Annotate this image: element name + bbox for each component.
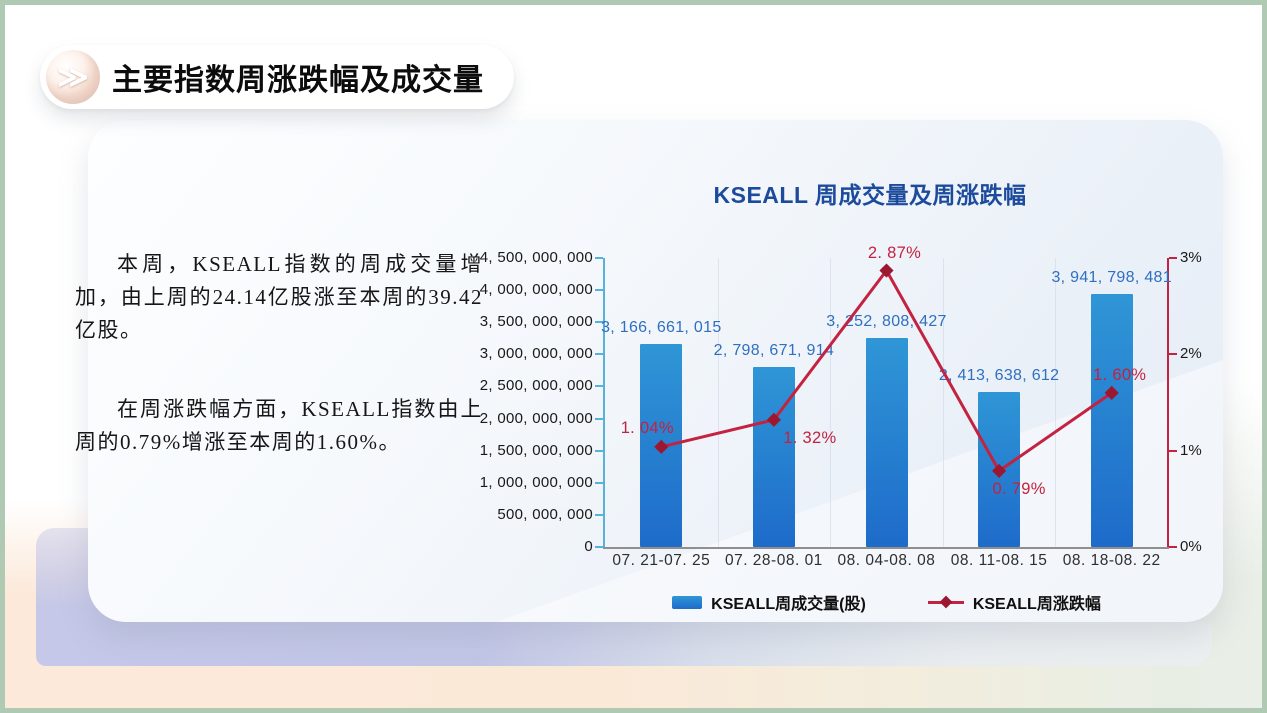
- x-axis-category-label: 07. 21-07. 25: [612, 552, 711, 569]
- summary-paragraph-change: 在周涨跌幅方面，KSEALL指数由上周的0.79%增涨至本周的1.60%。: [75, 397, 483, 454]
- content-panel: [88, 120, 1223, 622]
- legend-item-change: KSEALL周涨跌幅: [927, 590, 1101, 614]
- line-value-label: 1. 60%: [1093, 365, 1147, 384]
- right-axis-tick-label: 0%: [1180, 538, 1202, 555]
- summary-paragraph-volume: 本周，KSEALL指数的周成交量增加，由上周的24.14亿股涨至本周的39.42…: [75, 252, 483, 342]
- line-value-label: 2. 87%: [867, 243, 922, 262]
- double-chevron-right-icon: ≫: [46, 50, 100, 104]
- legend-item-volume: KSEALL周成交量(股): [672, 590, 866, 614]
- chart-title: KSEALL 周成交量及周涨跌幅: [713, 182, 1027, 208]
- line-value-label: 1. 04%: [620, 418, 674, 437]
- left-axis-tick-label: 2, 500, 000, 000: [479, 377, 593, 395]
- right-axis-line: [1167, 258, 1169, 549]
- diamond-marker: [654, 439, 669, 454]
- legend-diamond-marker: [939, 595, 953, 609]
- right-axis-tick: [1169, 257, 1177, 259]
- left-axis-tick-label: 4, 500, 000, 000: [479, 249, 593, 266]
- left-axis-tick-label: 3, 000, 000, 000: [479, 345, 593, 363]
- line-path: [660, 267, 1113, 474]
- peach-band-decoration: [5, 666, 1262, 708]
- left-axis-tick: [595, 481, 603, 484]
- left-axis-line: [603, 258, 605, 549]
- diamond-marker: [766, 412, 781, 427]
- volume-bar: [1090, 293, 1133, 547]
- left-axis-tick-label: 4, 000, 000, 000: [479, 281, 593, 299]
- slide-header: ≫ 主要指数周涨跌幅及成交量: [40, 45, 514, 109]
- change-line-series: [654, 263, 1119, 478]
- line-value-label: 0. 79%: [992, 479, 1046, 498]
- x-axis-category-label: 08. 18-08. 22: [1062, 552, 1161, 569]
- left-axis-tick: [595, 449, 603, 452]
- right-axis-tick: [1169, 449, 1177, 452]
- right-axis-tick: [1169, 353, 1177, 356]
- legend-bar-label: KSEALL周成交量(股): [711, 596, 866, 613]
- left-axis-tick-label: 2, 000, 000, 000: [479, 409, 593, 427]
- left-axis-tick-label: 3, 500, 000, 000: [479, 313, 593, 331]
- bar-value-label: 3, 941, 798, 481: [1051, 268, 1172, 286]
- left-axis-tick-label: 0: [584, 538, 593, 555]
- grid-line-vertical: [717, 258, 719, 547]
- bar-value-label: 2, 413, 638, 612: [938, 367, 1060, 384]
- legend-bar-swatch: [672, 595, 703, 609]
- lavender-band-decoration: [36, 622, 1212, 666]
- left-axis-tick: [595, 257, 603, 259]
- x-axis-labels: 07. 21-07. 25 07. 28-08. 01 08. 04-08. 08 0…: [605, 552, 1168, 570]
- x-axis-category-label: 08. 11-08. 15: [950, 552, 1048, 569]
- volume-bar: [752, 367, 795, 547]
- left-axis-tick-label: 1, 000, 000, 000: [479, 473, 593, 491]
- right-axis-tick-label: 2%: [1180, 345, 1202, 363]
- left-axis-tick-label: 500, 000, 000: [497, 505, 593, 523]
- left-axis-tick: [595, 417, 603, 420]
- bar-value-label: 3, 166, 661, 015: [601, 318, 722, 336]
- line-value-label: 1. 32%: [783, 428, 837, 447]
- grid-line-vertical: [942, 258, 944, 547]
- left-axis-tick: [595, 321, 603, 324]
- diamond-marker: [992, 463, 1007, 478]
- x-axis-category-label: 07. 28-08. 01: [724, 552, 823, 569]
- page-title: 主要指数周涨跌幅及成交量: [112, 64, 484, 97]
- x-axis-category-label: 08. 04-08. 08: [837, 552, 936, 569]
- left-axis-tick: [595, 289, 603, 292]
- plot-area: 0 500, 000, 000 1, 000, 000, 000 1, 500, 00…: [480, 244, 1202, 556]
- bar-value-label: 2, 798, 671, 914: [713, 342, 835, 360]
- legend-line-label: KSEALL周涨跌幅: [972, 596, 1101, 613]
- chart-legend: KSEALL周成交量(股) KSEALL周涨跌幅: [605, 590, 1168, 614]
- left-axis-tick: [595, 546, 603, 548]
- right-axis-tick-label: 1%: [1180, 441, 1202, 459]
- left-axis-tick-label: 1, 500, 000, 000: [479, 441, 593, 459]
- x-axis-line: [603, 547, 1169, 549]
- grid-line-vertical: [830, 258, 832, 547]
- volume-bar: [865, 338, 908, 547]
- left-axis-tick: [595, 513, 603, 516]
- left-axis-tick: [595, 353, 603, 356]
- right-axis-tick: [1169, 546, 1177, 548]
- left-axis-tick: [595, 385, 603, 388]
- legend-line-swatch: [927, 595, 964, 609]
- summary-text-block: 本周，KSEALL指数的周成交量增加，由上周的24.14亿股涨至本周的39.42…: [75, 248, 483, 459]
- diamond-marker: [879, 263, 894, 278]
- right-axis-tick-label: 3%: [1180, 249, 1202, 266]
- grid-line-vertical: [1055, 258, 1057, 547]
